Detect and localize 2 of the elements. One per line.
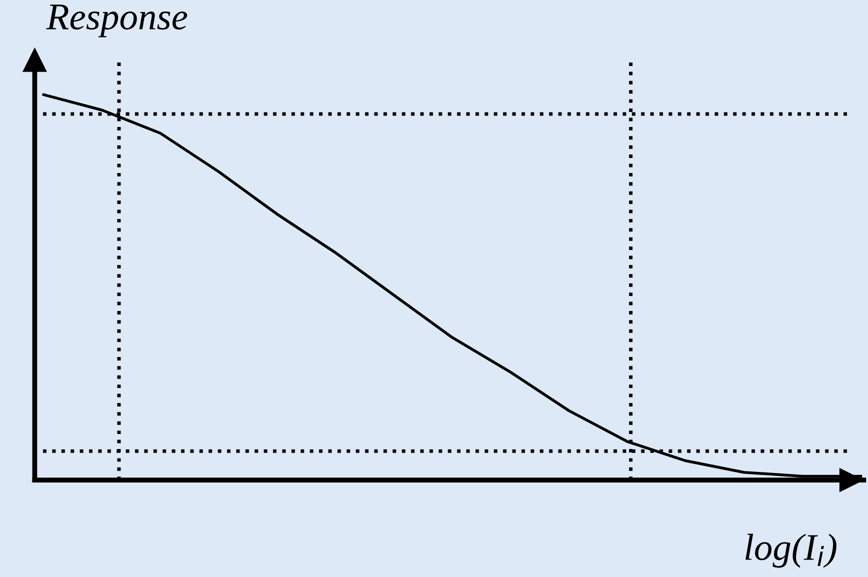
y-axis-title: Response: [46, 4, 188, 38]
x-axis-title: log(I$_{i}$): [745, 534, 836, 568]
